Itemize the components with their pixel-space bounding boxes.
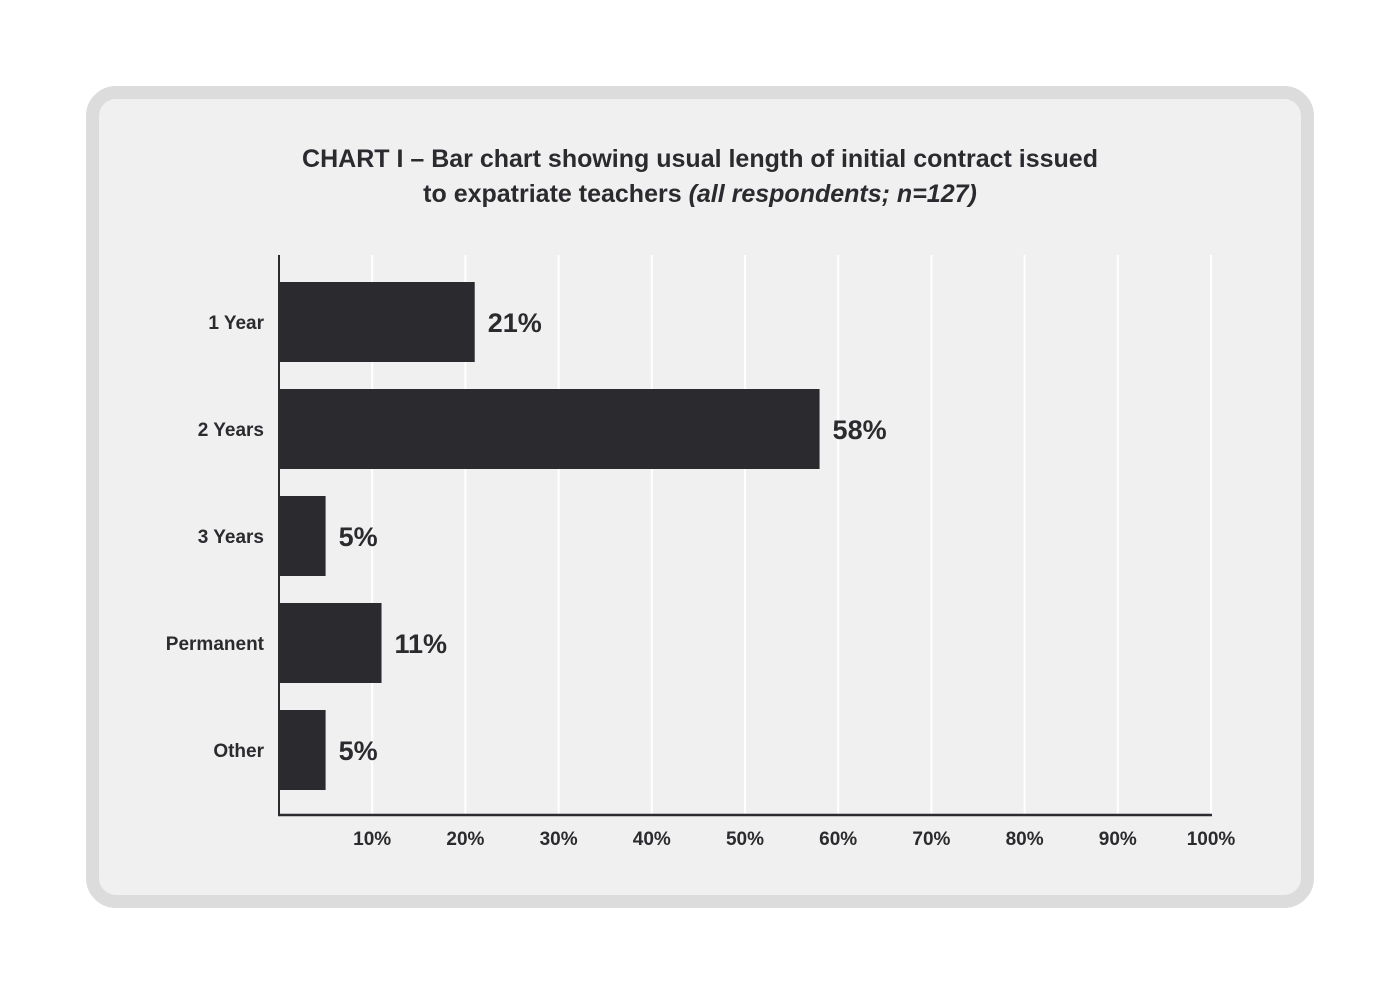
bar bbox=[279, 603, 382, 683]
chart-title-line2-text: to expatriate teachers bbox=[423, 180, 682, 208]
chart-title-line1: CHART I – Bar chart showing usual length… bbox=[302, 145, 1098, 173]
x-tick-label: 70% bbox=[912, 829, 950, 850]
bars bbox=[279, 282, 820, 790]
labels: 10% 20% 30% 40% 50% 60% 70% 80% 90% 100% 1 Year 21%… bbox=[166, 308, 1236, 850]
x-tick-label: 10% bbox=[353, 829, 391, 850]
chart-title-italic: (all respondents; n=127) bbox=[688, 180, 977, 208]
x-tick-label: 100% bbox=[1187, 829, 1236, 850]
x-tick-label: 80% bbox=[1006, 829, 1044, 850]
value-label: 5% bbox=[339, 522, 378, 552]
grid-lines bbox=[371, 255, 1212, 815]
chart-title-line2: to expatriate teachers (all respondents;… bbox=[0, 177, 1400, 212]
x-tick-label: 20% bbox=[446, 829, 484, 850]
chart-title: CHART I – Bar chart showing usual length… bbox=[0, 142, 1400, 212]
bar bbox=[279, 496, 326, 576]
value-label: 58% bbox=[833, 415, 887, 445]
x-tick-label: 60% bbox=[819, 829, 857, 850]
category-label: 1 Year bbox=[208, 313, 264, 334]
category-label: Other bbox=[213, 741, 264, 762]
value-label: 21% bbox=[488, 308, 542, 338]
category-label: 3 Years bbox=[198, 527, 264, 548]
bar bbox=[279, 710, 326, 790]
category-label: 2 Years bbox=[198, 420, 264, 441]
category-label: Permanent bbox=[166, 634, 265, 655]
bar bbox=[279, 282, 475, 362]
bar bbox=[279, 389, 820, 469]
x-tick-label: 50% bbox=[726, 829, 764, 850]
value-label: 11% bbox=[395, 629, 448, 659]
value-label: 5% bbox=[339, 736, 378, 766]
x-tick-label: 90% bbox=[1099, 829, 1137, 850]
x-tick-label: 40% bbox=[633, 829, 671, 850]
axes bbox=[278, 255, 1212, 817]
x-tick-label: 30% bbox=[540, 829, 578, 850]
